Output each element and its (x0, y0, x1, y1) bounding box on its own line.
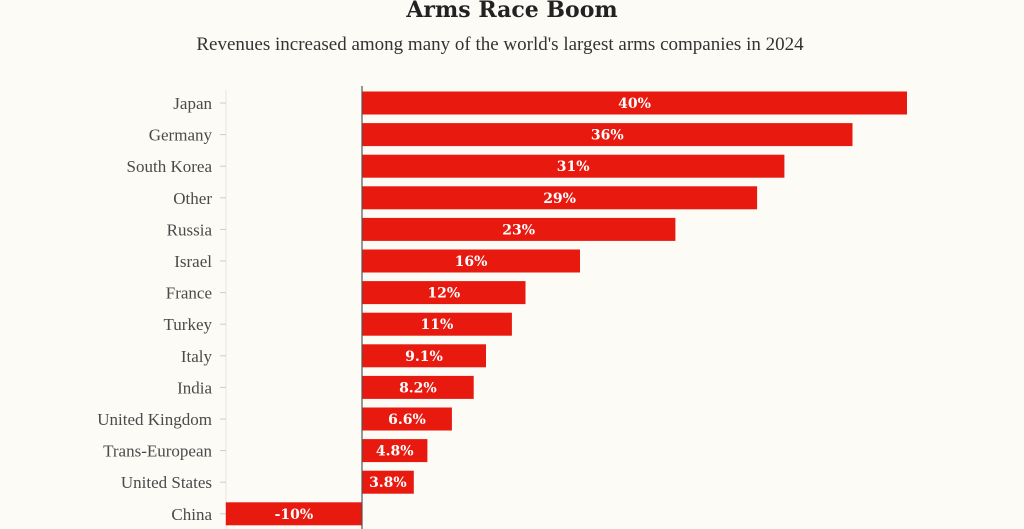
bar (362, 312, 512, 336)
bar-value-label: 6.6% (388, 412, 426, 428)
bar (362, 407, 452, 431)
bar-value-label: 8.2% (399, 380, 437, 396)
category-label: Italy (181, 347, 213, 366)
category-label: France (166, 284, 212, 303)
bar-value-label: 11% (421, 317, 454, 333)
bar-value-label: 36% (591, 128, 624, 144)
category-label: United States (121, 473, 212, 492)
category-label: South Korea (127, 157, 213, 176)
bar-value-label: 3.8% (369, 475, 407, 491)
bars-layer: Japan 40% Germany 36% South Korea 31% Other 29%… (97, 91, 907, 526)
category-label: India (177, 378, 212, 397)
category-label: Japan (173, 94, 212, 113)
category-label: Turkey (164, 315, 213, 334)
bar-value-label: 23% (502, 222, 535, 238)
bar-value-label: 9.1% (405, 349, 443, 365)
bar (225, 502, 363, 526)
bar-value-label: 31% (557, 159, 590, 175)
bar-value-label: 29% (543, 191, 576, 207)
bar (362, 439, 428, 463)
bar (362, 123, 853, 147)
bar-value-label: 4.8% (376, 444, 414, 460)
bar-value-label: 40% (618, 96, 651, 112)
chart-title: Arms Race Boom (406, 0, 618, 23)
bar (362, 375, 474, 399)
category-label: Israel (174, 252, 212, 271)
bar (362, 186, 758, 210)
category-label: Other (173, 189, 212, 208)
category-label: United Kingdom (97, 410, 212, 429)
bar (362, 249, 580, 273)
bar (362, 281, 526, 305)
category-label: China (171, 505, 212, 524)
bar (362, 154, 785, 178)
bar (362, 91, 907, 115)
bar-value-label: -10% (275, 507, 314, 523)
bar (362, 344, 486, 368)
category-label: Russia (167, 220, 213, 239)
bar (362, 470, 414, 494)
bar-value-label: 12% (427, 286, 460, 302)
bar (362, 217, 676, 241)
bar-value-label: 16% (455, 254, 488, 270)
category-label: Trans-European (103, 442, 212, 461)
chart-subtitle: Revenues increased among many of the wor… (196, 34, 804, 55)
category-label: Germany (149, 126, 213, 145)
